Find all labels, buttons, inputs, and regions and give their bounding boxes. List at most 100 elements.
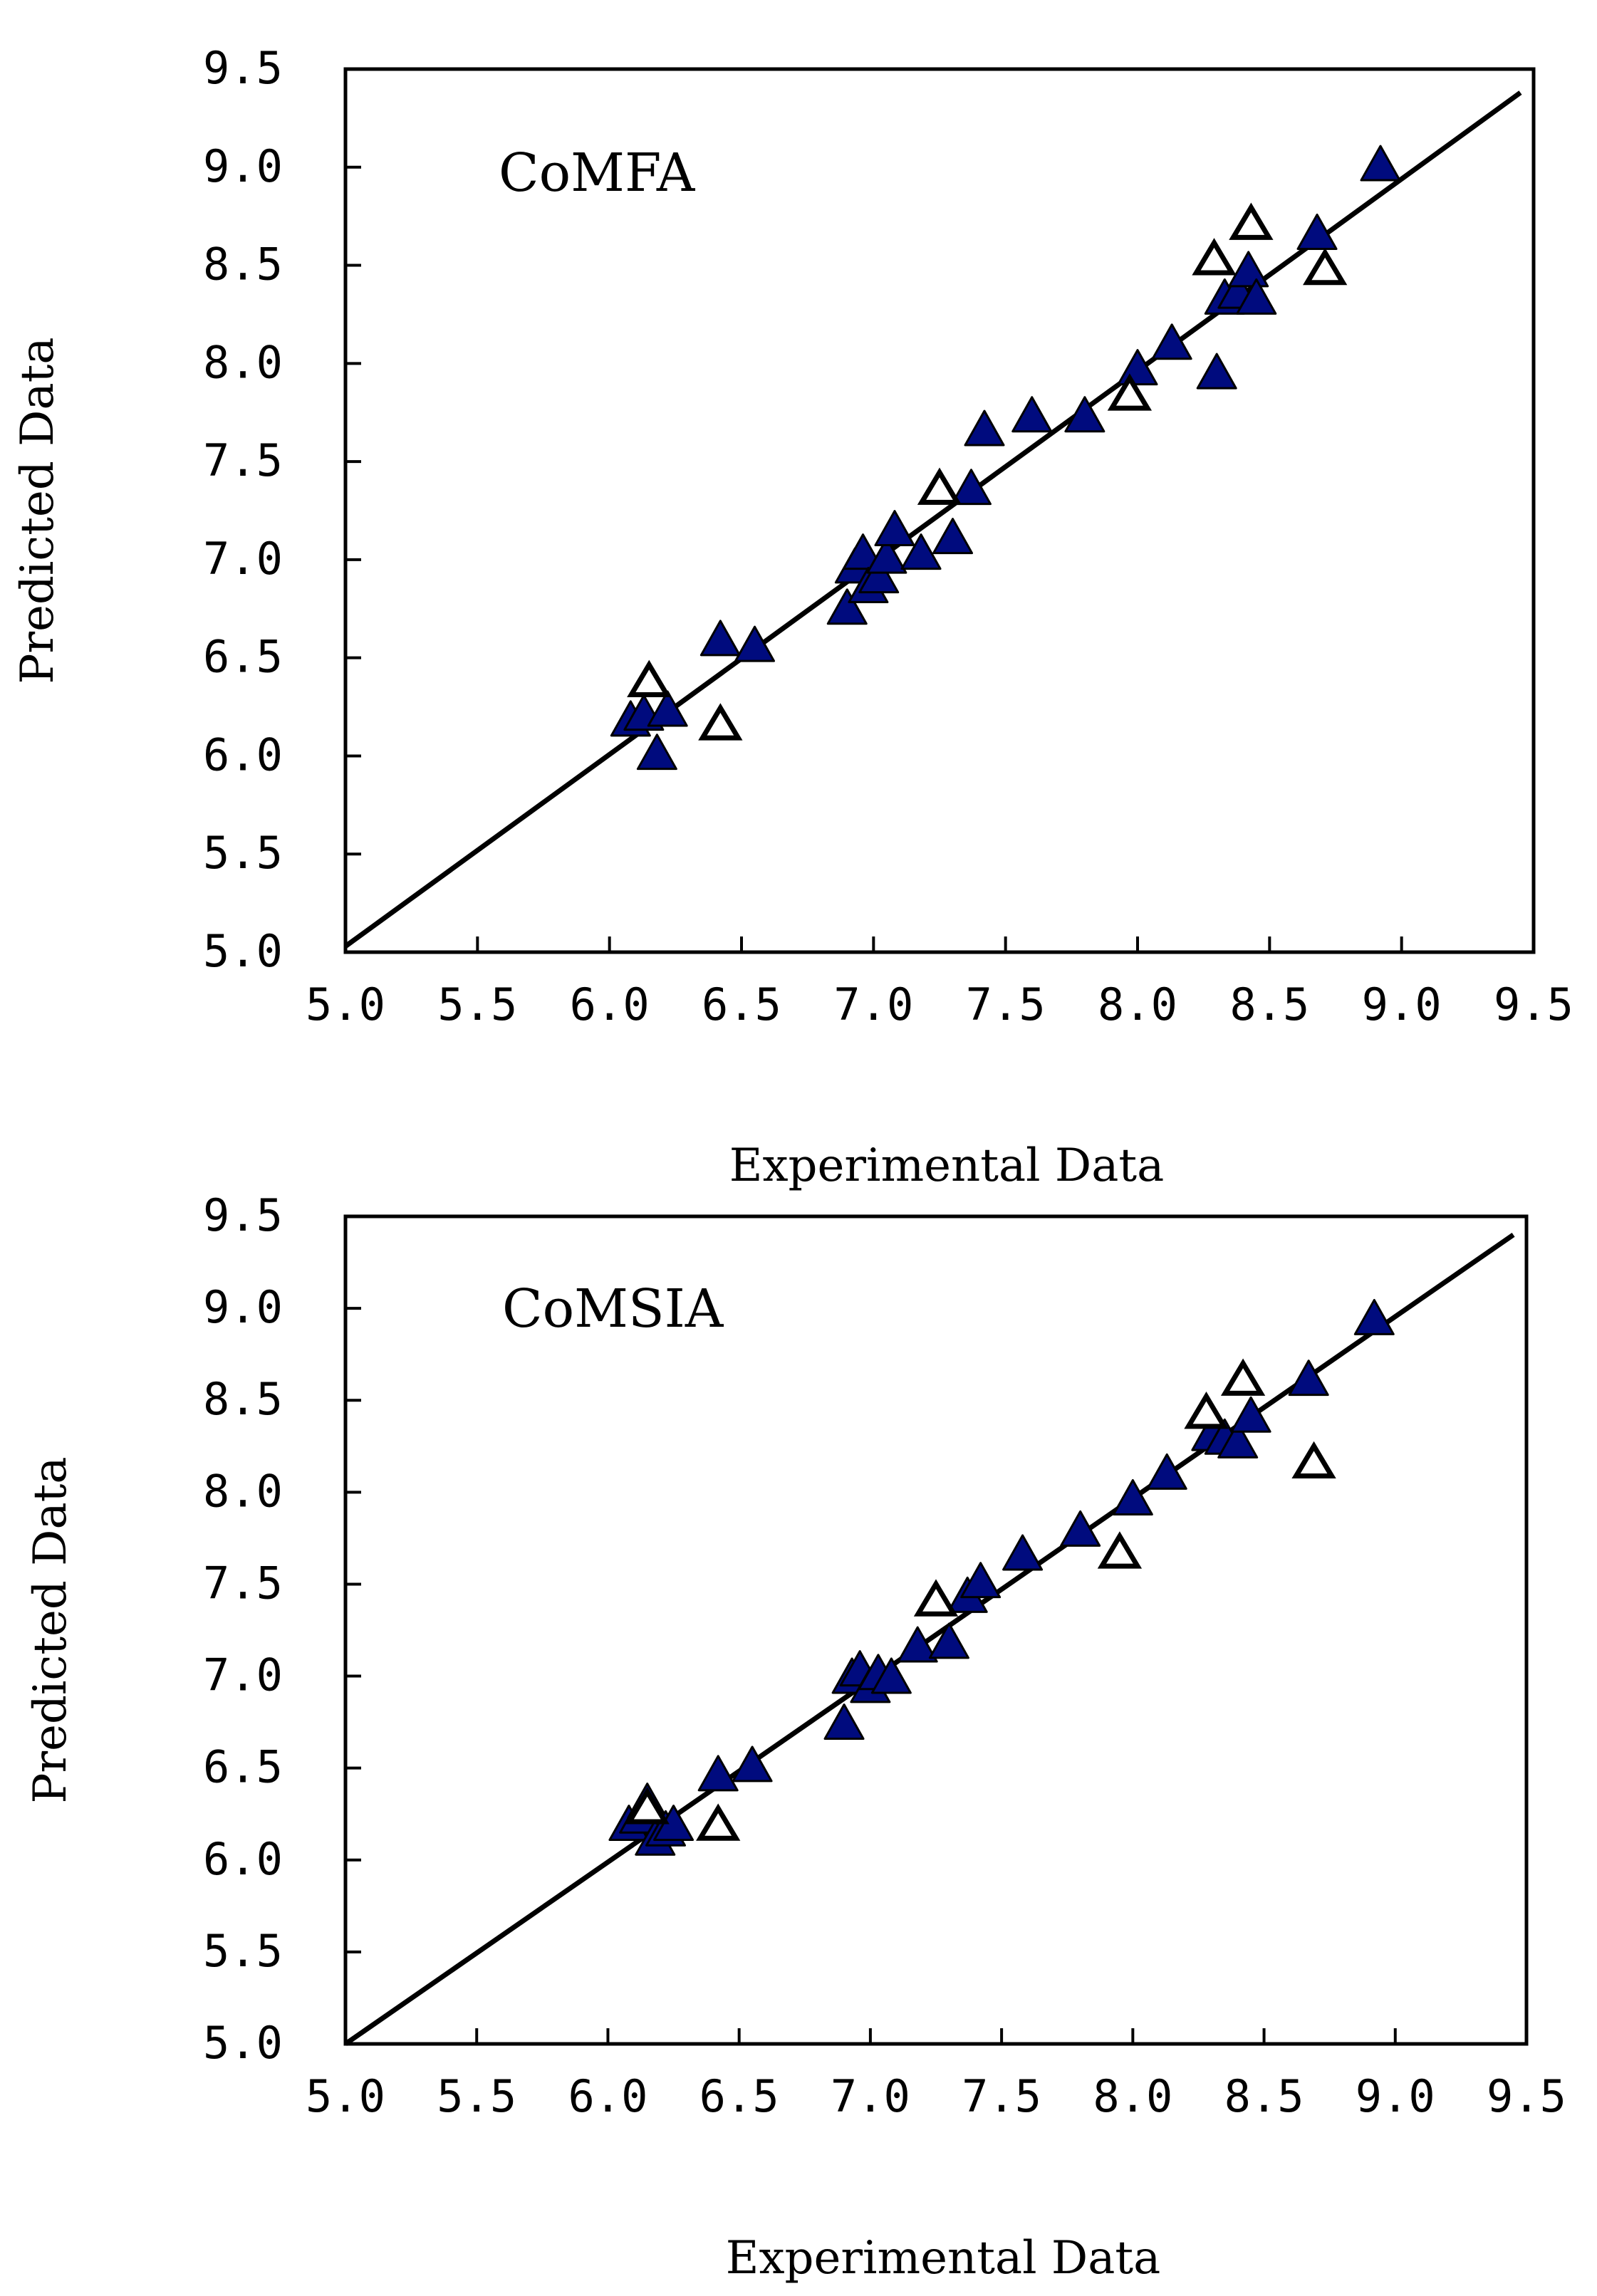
y-tick-label: 5.0 xyxy=(203,2017,283,2069)
training-point xyxy=(897,1626,938,1663)
test-point xyxy=(698,703,743,741)
chart-panel-1: 5.0 5.5 6.0 6.5 7.0 7.5 8.0 8.5 9.0 9.5 5.0 5.5 6.0 6… xyxy=(11,42,1573,1192)
x-tick-label: 9.5 xyxy=(1487,2070,1566,2122)
test-point xyxy=(913,1579,959,1617)
training-point xyxy=(874,510,915,547)
y-tick-label: 8.5 xyxy=(203,1373,283,1425)
training-point xyxy=(1011,396,1053,433)
test-point xyxy=(1097,1531,1143,1569)
y-tick-label: 8.0 xyxy=(203,336,283,388)
training-point xyxy=(1117,349,1158,386)
training-point xyxy=(1217,1421,1259,1459)
training-point xyxy=(960,1562,1002,1599)
training-point xyxy=(1296,213,1338,250)
training-point xyxy=(1002,1534,1044,1571)
y-axis-title: Predicted Data xyxy=(11,337,64,684)
x-tick-label: 6.0 xyxy=(570,979,650,1030)
training-point xyxy=(866,537,907,574)
test-point xyxy=(1192,238,1237,276)
x-tick-label: 9.0 xyxy=(1362,979,1442,1030)
training-point xyxy=(734,625,776,662)
training-point xyxy=(1146,1453,1187,1490)
test-point xyxy=(1220,1358,1266,1396)
y-tick-label: 5.0 xyxy=(203,925,283,977)
plot-frame xyxy=(343,1214,1529,2046)
y-tick-label: 6.0 xyxy=(203,729,283,781)
y-tick-label: 5.5 xyxy=(203,827,283,879)
training-point xyxy=(1151,323,1192,360)
training-point xyxy=(1064,396,1106,433)
training-point xyxy=(964,409,1005,447)
y-axis-title: Predicted Data xyxy=(24,1456,77,1803)
training-point xyxy=(1353,1298,1395,1335)
x-tick-label: 7.0 xyxy=(833,979,913,1030)
training-point xyxy=(1230,1396,1271,1433)
training-point xyxy=(928,1622,969,1659)
training-point xyxy=(1196,353,1237,390)
x-tick-label: 7.5 xyxy=(962,2070,1041,2122)
training-point xyxy=(858,557,900,594)
x-axis-title: Experimental Data xyxy=(726,2232,1161,2285)
x-tick-label: 8.0 xyxy=(1093,2070,1172,2122)
training-point xyxy=(870,1657,912,1694)
x-axis-title: Experimental Data xyxy=(729,1139,1165,1192)
y-tick-label: 6.5 xyxy=(203,631,283,683)
y-tick-label: 7.5 xyxy=(203,434,283,486)
y-tick-label: 7.0 xyxy=(203,1649,283,1701)
panel-title: CoMFA xyxy=(499,142,696,204)
y-tick-label: 8.0 xyxy=(203,1465,283,1517)
training-point xyxy=(950,469,992,506)
y-tick-label: 5.5 xyxy=(203,1925,283,1977)
x-tick-label: 9.0 xyxy=(1356,2070,1435,2122)
training-point xyxy=(1360,145,1401,182)
training-point xyxy=(732,1746,773,1783)
test-point xyxy=(1184,1391,1229,1429)
plot-frame xyxy=(343,67,1536,954)
chart-panel-2: 5.0 5.5 6.0 6.5 7.0 7.5 8.0 8.5 9.0 9.5 5.0 5.5 6.0 6… xyxy=(24,1189,1566,2285)
test-point xyxy=(1229,202,1274,240)
training-point xyxy=(697,1755,739,1792)
fit-line xyxy=(344,1232,1515,2046)
training-point xyxy=(826,588,868,625)
training-point xyxy=(1236,278,1277,315)
y-tick-label: 6.0 xyxy=(203,1833,283,1885)
test-point xyxy=(1303,247,1348,286)
x-tick-label: 5.5 xyxy=(437,2070,516,2122)
test-point xyxy=(627,659,672,697)
training-point xyxy=(647,690,688,727)
x-tick-label: 5.0 xyxy=(306,2070,385,2122)
fit-line xyxy=(343,90,1522,949)
y-tick-label: 9.0 xyxy=(203,1281,283,1333)
x-tick-label: 5.0 xyxy=(306,979,385,1030)
training-point xyxy=(900,533,942,570)
training-point xyxy=(932,518,974,555)
panel-title: CoMSIA xyxy=(502,1278,724,1340)
test-point xyxy=(1291,1441,1336,1479)
test-point xyxy=(1107,373,1153,411)
training-point xyxy=(636,734,677,771)
x-tick-label: 6.5 xyxy=(702,979,781,1030)
y-tick-label: 9.5 xyxy=(203,1189,283,1241)
y-tick-label: 9.5 xyxy=(203,42,283,94)
training-point xyxy=(823,1703,865,1741)
test-point xyxy=(917,467,962,505)
training-point xyxy=(699,620,741,657)
y-tick-label: 7.0 xyxy=(203,533,283,585)
test-point xyxy=(696,1803,741,1841)
x-tick-label: 5.5 xyxy=(437,979,517,1030)
y-tick-label: 6.5 xyxy=(203,1741,283,1793)
training-point xyxy=(1288,1360,1329,1397)
training-point xyxy=(1060,1510,1101,1547)
x-tick-label: 8.5 xyxy=(1224,2070,1304,2122)
training-point xyxy=(843,533,884,570)
y-tick-label: 9.0 xyxy=(203,140,283,192)
y-tick-label: 8.5 xyxy=(203,239,283,291)
x-tick-label: 7.5 xyxy=(966,979,1046,1030)
x-tick-label: 9.5 xyxy=(1494,979,1573,1030)
x-tick-label: 6.5 xyxy=(699,2070,779,2122)
training-point xyxy=(1112,1478,1153,1515)
x-tick-label: 8.0 xyxy=(1098,979,1177,1030)
x-tick-label: 6.0 xyxy=(568,2070,647,2122)
training-point xyxy=(1228,251,1269,288)
